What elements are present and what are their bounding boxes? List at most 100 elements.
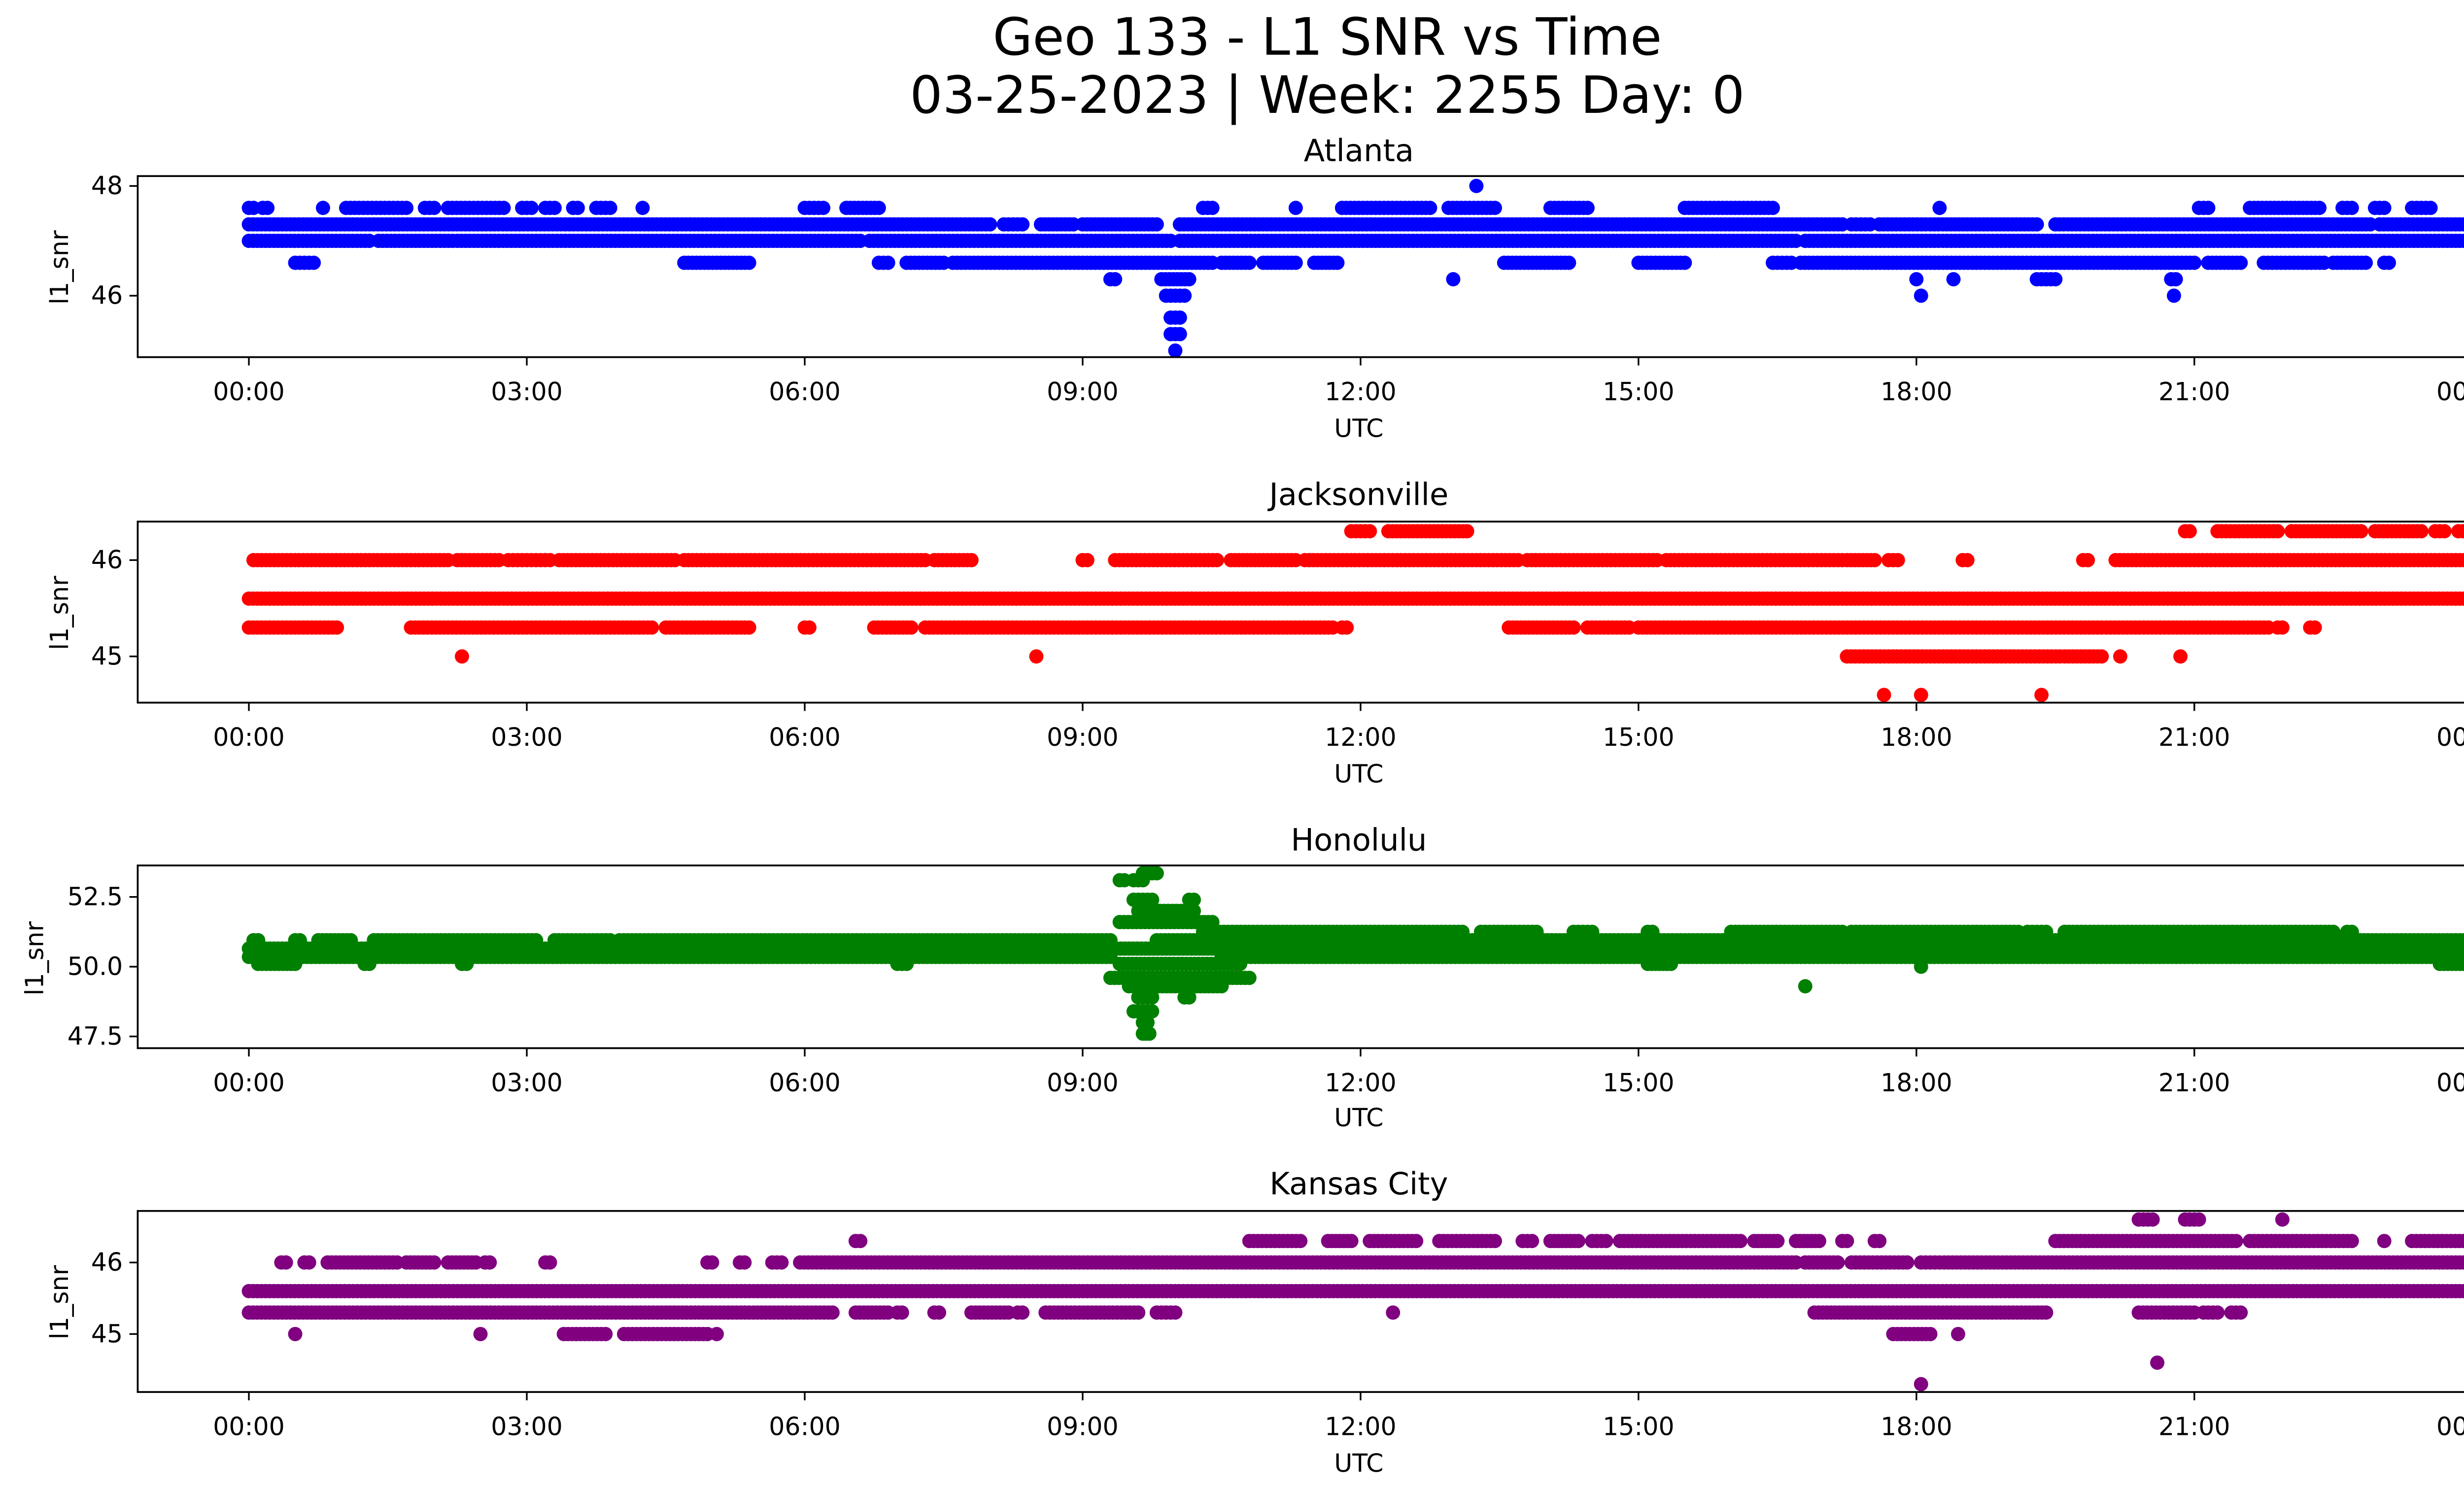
- data-point: [1566, 620, 1581, 635]
- data-point: [1233, 957, 1247, 972]
- data-point: [1914, 959, 1928, 974]
- data-point: [1149, 217, 1164, 232]
- data-point: [2233, 255, 2248, 270]
- data-point: [2201, 201, 2216, 215]
- data-point: [1932, 201, 1947, 215]
- data-point: [2182, 524, 2197, 539]
- data-point: [1909, 272, 1924, 286]
- x-tick-label: 06:00: [769, 377, 841, 406]
- data-point: [1469, 178, 1484, 193]
- data-point: [1580, 201, 1595, 215]
- data-point: [399, 201, 414, 215]
- data-point: [2187, 255, 2202, 270]
- data-point: [547, 201, 562, 215]
- data-point: [881, 255, 895, 270]
- data-point: [2377, 201, 2392, 215]
- data-point: [1765, 201, 1780, 215]
- data-point: [1168, 343, 1183, 358]
- data-point: [1339, 620, 1354, 635]
- data-point: [524, 201, 539, 215]
- data-point: [2034, 688, 2049, 702]
- data-point: [816, 201, 831, 215]
- data-point: [1423, 201, 1437, 215]
- y-axis-label: l1_snr: [45, 576, 74, 650]
- data-point: [1242, 255, 1257, 270]
- data-point: [251, 933, 266, 947]
- figure-title: Geo 133 - L1 SNR vs Time: [993, 7, 1662, 67]
- data-point: [1914, 688, 1928, 702]
- data-point: [2359, 255, 2373, 270]
- data-point: [2437, 524, 2452, 539]
- data-point: [454, 649, 469, 664]
- x-tick-label: 18:00: [1881, 377, 1952, 406]
- data-point: [307, 255, 321, 270]
- data-point: [742, 255, 756, 270]
- data-point: [292, 933, 307, 947]
- y-tick-label: 45: [91, 642, 123, 671]
- data-point: [2414, 524, 2429, 539]
- data-point: [427, 201, 442, 215]
- data-point: [2344, 201, 2359, 215]
- x-tick-label: 03:00: [491, 723, 563, 752]
- data-point: [529, 933, 544, 947]
- data-point: [1288, 201, 1303, 215]
- data-point: [1562, 255, 1576, 270]
- data-point: [802, 620, 817, 635]
- data-point: [1210, 553, 1224, 567]
- x-tick-label: 21:00: [2158, 723, 2230, 752]
- data-point: [1877, 688, 1891, 702]
- data-point: [645, 620, 659, 635]
- x-tick-label: 15:00: [1603, 723, 1675, 752]
- data-point: [362, 957, 376, 972]
- data-point: [2312, 201, 2327, 215]
- data-point: [1664, 957, 1678, 972]
- panel-title: Honolulu: [1291, 822, 1427, 858]
- x-tick-label: 12:00: [1325, 377, 1397, 406]
- y-tick-label: 46: [91, 545, 123, 574]
- data-point: [343, 933, 358, 947]
- data-point: [964, 553, 979, 567]
- data-point: [635, 201, 650, 215]
- data-point: [904, 620, 919, 635]
- x-tick-label: 21:00: [2158, 377, 2230, 406]
- data-point: [2166, 288, 2181, 303]
- data-point: [1585, 924, 1600, 939]
- data-point: [899, 957, 914, 972]
- data-point: [2081, 553, 2095, 567]
- x-tick-label: 09:00: [1047, 723, 1119, 752]
- data-point: [2423, 201, 2438, 215]
- scatter-points: [241, 178, 2464, 358]
- y-tick-label: 46: [91, 281, 123, 310]
- x-tick-label: 12:00: [1325, 723, 1397, 752]
- data-point: [1103, 933, 1118, 947]
- data-point: [2307, 620, 2322, 635]
- data-point: [2173, 649, 2188, 664]
- data-point: [1363, 524, 1377, 539]
- data-point: [1677, 255, 1692, 270]
- x-tick-label: 15:00: [1603, 377, 1675, 406]
- x-axis-label: UTC: [1334, 759, 1383, 788]
- x-tick-label: 03:00: [491, 377, 563, 406]
- data-point: [1177, 288, 1192, 303]
- data-point: [496, 201, 511, 215]
- data-point: [2326, 924, 2341, 939]
- data-point: [1182, 272, 1197, 286]
- data-point: [459, 957, 474, 972]
- data-point: [1460, 524, 1474, 539]
- figure-subtitle: 03-25-2023 | Week: 2255 Day: 0: [910, 65, 1745, 126]
- data-point: [2029, 217, 2044, 232]
- data-point: [742, 620, 756, 635]
- panel-title: Atlanta: [1304, 133, 1414, 169]
- data-point: [2354, 524, 2368, 539]
- data-point: [1205, 201, 1220, 215]
- data-point: [288, 957, 303, 972]
- x-tick-label: 00:00: [213, 377, 285, 406]
- y-axis-label: l1_snr: [45, 230, 74, 305]
- data-point: [1446, 272, 1461, 286]
- x-axis-label: UTC: [1334, 414, 1383, 443]
- data-point: [1015, 217, 1030, 232]
- data-point: [1080, 553, 1095, 567]
- data-point: [983, 217, 997, 232]
